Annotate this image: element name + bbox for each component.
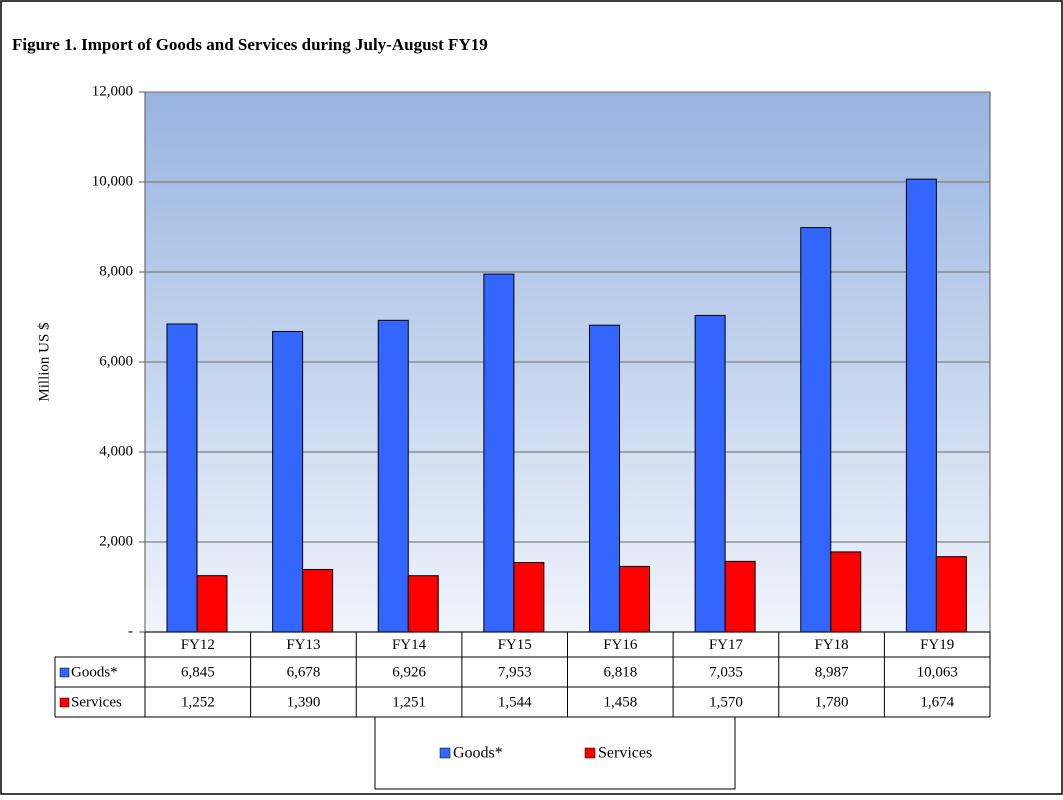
bar (619, 565, 650, 633)
data-label: 8,987 (815, 664, 849, 680)
data-label: 7,035 (709, 664, 743, 680)
y-tick-label: 2,000 (99, 533, 133, 549)
bar (589, 324, 620, 633)
bar (272, 330, 304, 633)
data-label: 1,780 (815, 694, 849, 710)
bar (166, 323, 198, 633)
y-tick-label: 4,000 (99, 443, 133, 459)
data-label: 7,953 (498, 664, 532, 680)
data-label: 1,458 (603, 694, 637, 710)
data-label: 1,570 (709, 694, 743, 710)
bar (196, 575, 228, 633)
bar (513, 562, 545, 633)
x-tick-label: FY19 (920, 637, 954, 653)
bar (935, 556, 967, 633)
y-tick-label: 10,000 (92, 173, 133, 189)
legend-label: Goods* (453, 745, 503, 762)
x-tick-label: FY15 (498, 637, 532, 653)
bar (377, 319, 409, 633)
bar (694, 314, 726, 633)
data-label: 6,818 (603, 664, 637, 680)
bar (483, 273, 515, 633)
bar (407, 575, 439, 633)
data-label: 6,926 (392, 664, 426, 680)
x-tick-label: FY16 (603, 637, 638, 653)
y-axis-label: Million US $ (36, 322, 52, 402)
table-row-label: Services (71, 694, 122, 710)
data-label: 10,063 (917, 664, 958, 680)
data-label: 1,251 (392, 694, 426, 710)
x-tick-label: FY17 (709, 637, 744, 653)
data-label: 1,544 (498, 694, 532, 710)
x-tick-label: FY13 (286, 637, 320, 653)
table-row-label: Goods* (71, 664, 118, 680)
y-tick-label: 8,000 (99, 263, 133, 279)
bar (830, 551, 862, 633)
table-legend-key (59, 667, 70, 678)
data-label: 1,674 (920, 694, 954, 710)
bar (724, 560, 756, 633)
bar (905, 178, 937, 633)
table-legend-key (59, 697, 70, 708)
legend-key (584, 747, 596, 759)
x-tick-label: FY14 (392, 637, 427, 653)
legend-box (374, 716, 736, 790)
chart-title: Figure 1. Import of Goods and Services d… (12, 35, 488, 54)
y-tick-label: - (128, 623, 133, 639)
data-label: 1,252 (181, 694, 215, 710)
x-tick-label: FY12 (181, 637, 215, 653)
data-label: 1,390 (287, 694, 321, 710)
bar (800, 227, 832, 633)
legend-key (439, 747, 451, 759)
legend-label: Services (598, 745, 652, 762)
data-label: 6,678 (287, 664, 321, 680)
data-label: 6,845 (181, 664, 215, 680)
x-tick-label: FY18 (814, 637, 848, 653)
bar (302, 568, 334, 633)
y-tick-label: 12,000 (92, 83, 133, 99)
y-tick-label: 6,000 (99, 353, 133, 369)
